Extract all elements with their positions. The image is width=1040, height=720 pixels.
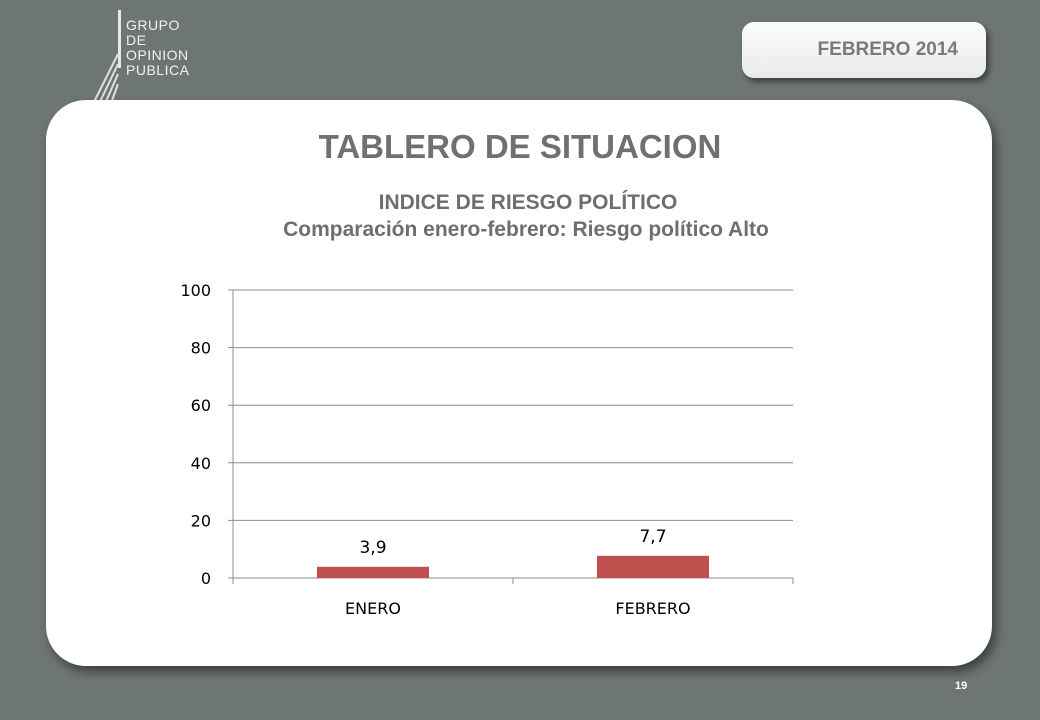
- x-tick-label: ENERO: [345, 599, 401, 618]
- y-tick-label: 40: [191, 454, 211, 473]
- logo-text: GRUPO DE OPINION PUBLICA: [126, 18, 189, 78]
- data-label: 7,7: [639, 527, 666, 547]
- logo: GRUPO DE OPINION PUBLICA: [88, 10, 228, 110]
- data-label: 3,9: [359, 538, 386, 558]
- chart-subtitle: Comparación enero-febrero: Riesgo políti…: [283, 218, 769, 241]
- page-title: TABLERO DE SITUACION: [318, 128, 722, 165]
- logo-line-2: DE: [126, 32, 147, 48]
- y-tick-label: 0: [201, 569, 211, 588]
- page-number: 19: [955, 680, 968, 692]
- y-tick-label: 20: [191, 511, 211, 530]
- chart-title: INDICE DE RIESGO POLÍTICO: [378, 191, 678, 214]
- date-badge: FEBRERO 2014: [742, 22, 986, 78]
- logo-line-1: GRUPO: [126, 17, 180, 33]
- bar-febrero: [597, 555, 709, 578]
- y-tick-label: 80: [191, 339, 211, 358]
- logo-line-3: OPINION: [126, 47, 189, 63]
- y-tick-label: 60: [191, 396, 211, 415]
- y-tick-label: 100: [180, 281, 211, 300]
- bar-enero: [317, 566, 429, 578]
- x-tick-label: FEBRERO: [615, 599, 690, 618]
- logo-line-4: PUBLICA: [126, 62, 190, 78]
- logo-bar: [118, 10, 121, 68]
- content-card: [46, 100, 992, 666]
